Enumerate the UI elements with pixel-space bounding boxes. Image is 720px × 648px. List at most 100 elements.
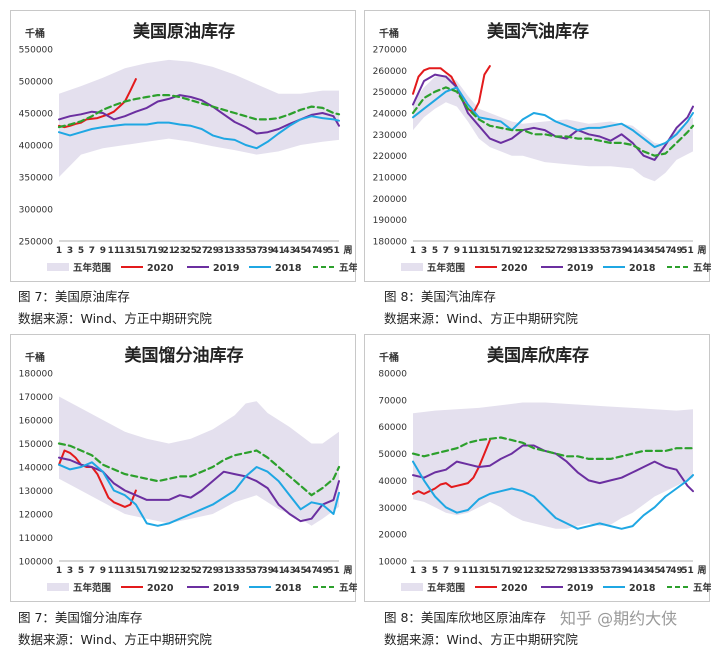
five-year-range-band — [59, 396, 339, 526]
x-tick-label: 37 — [604, 246, 617, 256]
x-tick-label: 3 — [421, 246, 427, 256]
y-tick-label: 210000 — [373, 174, 408, 184]
x-tick-label: 29 — [560, 566, 573, 576]
x-tick-label: 39 — [261, 566, 274, 576]
x-tick-label: 33 — [582, 246, 595, 256]
x-tick-label: 1 — [56, 246, 62, 256]
y-tick-label: 250000 — [19, 238, 54, 248]
y-tick-label: 350000 — [19, 174, 54, 184]
x-tick-label: 7 — [89, 246, 95, 256]
x-tick-label: 43 — [283, 566, 296, 576]
chart-title: 美国库欣库存 — [487, 345, 589, 366]
x-tick-label: 19 — [506, 566, 519, 576]
y-tick-label: 200000 — [373, 195, 408, 205]
y-tick-label: 100000 — [19, 558, 54, 568]
chart-panel-cushing: 美国库欣库存 千桶 80000 70000 60000 50000 40000 30000 20… — [364, 334, 711, 602]
source-caption-cushing: 数据来源：Wind、方正中期研究院 — [384, 632, 578, 647]
legend-label: 五年范围 — [73, 262, 111, 274]
legend-label: 2018 — [629, 263, 656, 274]
legend-label: 2020 — [501, 263, 528, 274]
x-tick-label: 7 — [89, 566, 95, 576]
y-tick-label: 140000 — [19, 464, 54, 474]
y-tick-label: 110000 — [19, 534, 54, 544]
legend-label: 五年范围 — [73, 582, 111, 594]
legend-label: 2018 — [275, 263, 302, 274]
x-tick-label: 43 — [637, 566, 650, 576]
x-tick-label: 41 — [626, 246, 639, 256]
x-tick-label: 29 — [206, 246, 219, 256]
x-tick-label: 33 — [582, 566, 595, 576]
x-tick-label: 3 — [67, 566, 73, 576]
chart-title: 美国汽油库存 — [487, 21, 589, 42]
x-axis-unit: 周 — [697, 245, 706, 256]
y-tick-label: 160000 — [19, 417, 54, 427]
series-line-2020 — [412, 65, 491, 114]
legend-label: 五年均值 — [339, 262, 357, 274]
y-tick-label: 40000 — [378, 477, 407, 487]
x-tick-label: 11 — [462, 246, 475, 256]
y-tick-label: 240000 — [373, 110, 408, 120]
legend-label: 2020 — [501, 583, 528, 594]
x-tick-label: 45 — [648, 566, 661, 576]
x-tick-label: 15 — [130, 566, 143, 576]
legend-label: 2020 — [147, 263, 174, 274]
x-tick-label: 9 — [100, 246, 106, 256]
y-tick-label: 150000 — [19, 440, 54, 450]
x-tick-label: 5 — [432, 246, 438, 256]
y-tick-label: 500000 — [19, 78, 54, 88]
y-tick-label: 220000 — [373, 152, 408, 162]
y-tick-label: 170000 — [19, 393, 54, 403]
legend-label: 2019 — [567, 263, 593, 274]
x-tick-label: 23 — [528, 246, 541, 256]
x-tick-label: 21 — [163, 566, 176, 576]
legend-swatch — [47, 263, 69, 271]
x-tick-label: 35 — [239, 566, 252, 576]
y-tick-label: 400000 — [19, 142, 54, 152]
x-tick-label: 15 — [130, 246, 143, 256]
x-axis-unit: 周 — [343, 565, 352, 576]
x-tick-label: 13 — [119, 566, 132, 576]
x-tick-label: 23 — [174, 566, 187, 576]
y-tick-label: 250000 — [373, 88, 408, 98]
x-tick-label: 43 — [283, 246, 296, 256]
x-tick-label: 21 — [163, 246, 176, 256]
y-tick-label: 50000 — [378, 450, 407, 460]
x-tick-label: 37 — [250, 246, 263, 256]
x-tick-label: 17 — [495, 246, 508, 256]
y-tick-label: 300000 — [19, 206, 54, 216]
series-line-2018 — [412, 86, 694, 149]
legend-label: 五年范围 — [427, 582, 465, 594]
x-tick-label: 49 — [316, 566, 329, 576]
x-tick-label: 31 — [217, 566, 230, 576]
legend-swatch — [401, 583, 423, 591]
x-tick-label: 51 — [681, 246, 694, 256]
legend-swatch — [401, 263, 423, 271]
y-tick-label: 260000 — [373, 67, 408, 77]
x-tick-label: 49 — [670, 566, 683, 576]
x-tick-label: 47 — [305, 246, 318, 256]
x-tick-label: 27 — [549, 566, 562, 576]
figure-caption-crude: 图 7：美国原油库存 — [18, 289, 130, 304]
x-tick-label: 37 — [604, 566, 617, 576]
x-tick-label: 35 — [593, 246, 606, 256]
x-tick-label: 17 — [141, 246, 154, 256]
x-tick-label: 25 — [538, 566, 551, 576]
y-tick-label: 180000 — [19, 370, 54, 380]
x-tick-label: 15 — [484, 566, 497, 576]
y-tick-label: 70000 — [378, 396, 407, 406]
legend-label: 五年均值 — [693, 582, 711, 594]
x-tick-label: 3 — [421, 566, 427, 576]
x-tick-label: 11 — [108, 246, 121, 256]
chart-title: 美国馏分油库存 — [125, 345, 244, 366]
y-tick-label: 20000 — [378, 531, 407, 541]
x-tick-label: 41 — [272, 246, 285, 256]
y-tick-label: 30000 — [378, 504, 407, 514]
x-tick-label: 19 — [152, 566, 165, 576]
chart-panel-crude: 美国原油库存 千桶 550000 500000 450000 400000 350000 30… — [10, 10, 357, 282]
legend-label: 五年范围 — [427, 262, 465, 274]
source-caption-crude: 数据来源：Wind、方正中期研究院 — [18, 311, 212, 326]
chart-gasoline: 美国汽油库存 千桶 270000 260000 250000 240000 230000 22… — [373, 21, 711, 274]
series-line-2020 — [412, 439, 491, 495]
x-tick-label: 21 — [517, 566, 530, 576]
series-line-2019 — [58, 456, 340, 523]
